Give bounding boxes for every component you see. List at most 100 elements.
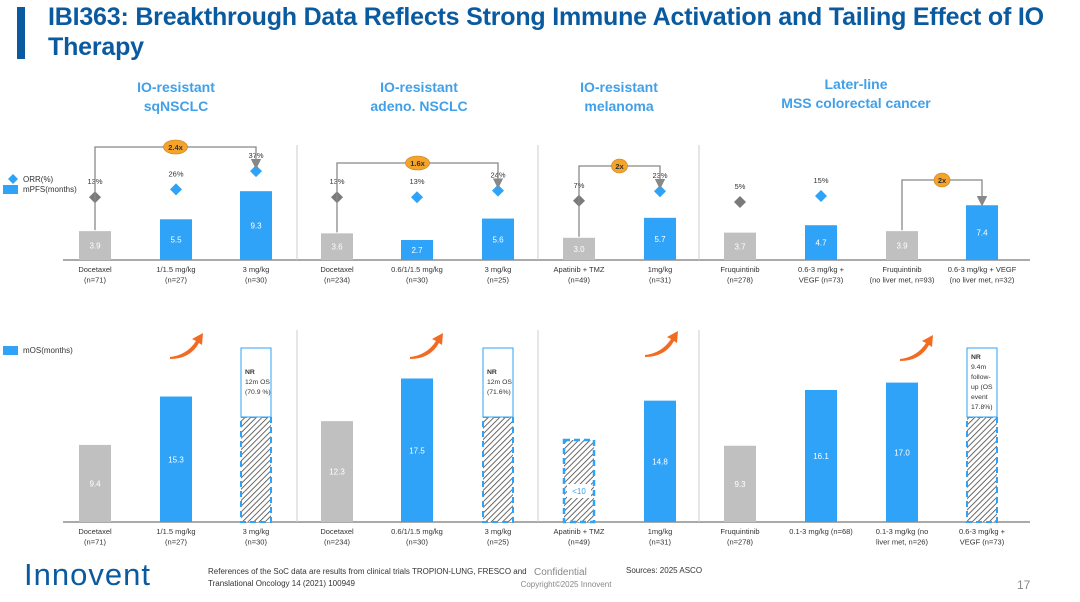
os-bar: [644, 400, 676, 522]
legend-mpfs-label: mPFS(months): [23, 185, 77, 194]
pfs-bar: [805, 225, 837, 260]
panel-title-line: IO-resistant: [137, 79, 215, 95]
category-label: Docetaxel: [78, 265, 112, 274]
pfs-bar: [482, 218, 514, 260]
os-bar: [79, 444, 111, 522]
pfs-value-label: 3.0: [573, 245, 585, 254]
orr-marker: [170, 183, 182, 196]
category-label: (n=30): [245, 276, 267, 285]
category-label: 3 mg/kg: [243, 265, 270, 274]
category-label: Apatinib + TMZ: [554, 265, 605, 274]
footer-confidential: Confidential: [534, 567, 587, 578]
pfs-value-label: 3.9: [896, 242, 908, 251]
os-nr-callout: [482, 347, 514, 418]
pfs-value-label: 9.3: [250, 222, 262, 231]
os-value-label: 17.0: [894, 448, 910, 457]
os-value-label: 12.3: [329, 468, 345, 477]
category-label: (n=27): [165, 276, 187, 285]
category-label: 0.6/1/1.5 mg/kg: [391, 265, 443, 274]
panel-title-line: IO-resistant: [380, 79, 458, 95]
orr-marker: [411, 191, 423, 204]
trend-arrow-icon: [645, 331, 678, 357]
os-value-label: 9.4: [89, 479, 101, 488]
pfs-value-label: 5.6: [492, 235, 504, 244]
orr-value-label: 26%: [168, 169, 183, 178]
fold-change-label: 1.6x: [410, 159, 425, 168]
category-label: (n=31): [649, 538, 671, 547]
os-bar: [321, 421, 353, 522]
os-value-label: 16.1: [813, 452, 829, 461]
os-nr-text: (70.9 %): [245, 389, 271, 396]
category-label: (n=71): [84, 538, 106, 547]
orr-marker: [250, 165, 262, 178]
category-label: 1/1.5 mg/kg: [156, 265, 195, 274]
pfs-bar: [401, 240, 433, 260]
pfs-bar: [886, 231, 918, 260]
panel-title-line: IO-resistant: [580, 79, 658, 95]
orr-marker: [654, 185, 666, 198]
legend-orr-marker: [8, 174, 18, 184]
os-value-bg: [567, 484, 591, 498]
pfs-bar: [240, 191, 272, 260]
pfs-value-label: 3.9: [89, 242, 101, 251]
legend-mos-swatch: [3, 346, 18, 355]
category-label: Fruquintinib: [720, 265, 759, 274]
orr-marker: [492, 184, 504, 197]
category-label: (no liver met, n=32): [950, 276, 1015, 285]
os-bar: [401, 378, 433, 522]
panel-title-line: sqNSCLC: [143, 98, 209, 114]
os-nr-text: 17.8%): [971, 404, 993, 411]
category-label: (n=71): [84, 276, 106, 285]
category-label: Fruquintinib: [882, 265, 921, 274]
panel-title-line: Later-line: [824, 76, 888, 92]
os-chart: Docetaxel (n=71) 9.4 1/1.5 mg/kg (n=27) 15.3 3…: [63, 330, 1030, 547]
pfs-chart: 3.9 Docetaxel (n=71) 5.5 1/1.5 mg/kg (n=27) 9.…: [63, 139, 1030, 285]
os-bar: [886, 382, 918, 522]
orr-marker: [815, 190, 827, 202]
footer-copyright: Copyright©2025 Innovent: [520, 580, 612, 589]
category-label: 1/1.5 mg/kg: [156, 527, 195, 536]
pfs-value-label: 3.6: [331, 243, 343, 252]
os-value-label: 15.3: [168, 455, 184, 464]
fold-change-badge: [163, 139, 188, 155]
category-label: 0.6-3 mg/kg + VEGF: [948, 265, 1017, 274]
orr-value-label: 15%: [813, 176, 828, 185]
pfs-bar: [160, 219, 192, 260]
trend-arrow-icon: [900, 335, 933, 361]
trend-arrow-icon: [410, 333, 443, 359]
panel-title-mss-crc: Later-line MSS colorectal cancer: [756, 75, 956, 113]
category-label: (no liver met, n=93): [870, 276, 935, 285]
pfs-bar: [966, 205, 998, 260]
category-label: Fruquintinib: [720, 527, 759, 536]
category-label: (n=31): [649, 276, 671, 285]
category-label: VEGF (n=73): [799, 276, 844, 285]
category-label: (n=49): [568, 276, 590, 285]
pfs-value-label: 5.7: [654, 235, 666, 244]
category-label: (n=278): [727, 538, 754, 547]
category-label: (n=234): [324, 276, 351, 285]
panel-title-sqnsclc: IO-resistant sqNSCLC: [106, 78, 246, 116]
category-label: (n=25): [487, 538, 509, 547]
os-bar-estimated: [562, 438, 596, 524]
fold-change-badge: [933, 172, 951, 188]
innovent-logo: Innovent: [24, 557, 151, 592]
category-label: (n=25): [487, 276, 509, 285]
footer-references: References of the SoC data are results f…: [208, 567, 527, 588]
pfs-value-label: 5.5: [170, 236, 182, 245]
category-label: 3 mg/kg: [243, 527, 270, 536]
os-nr-callout: [966, 347, 998, 418]
pfs-bar: [724, 232, 756, 260]
pfs-value-label: 2.7: [411, 246, 423, 255]
category-label: 1mg/kg: [648, 265, 673, 274]
os-bar-not-reached: [240, 416, 272, 523]
os-value-label: 14.8: [652, 457, 668, 466]
category-label: 1mg/kg: [648, 527, 673, 536]
os-nr-text: event: [971, 394, 988, 401]
os-bar: [160, 396, 192, 522]
legend: ORR(%)mPFS(months) mOS(months): [3, 174, 77, 355]
os-nr-text: 12m OS: [245, 379, 270, 386]
category-label: liver met, n=26): [876, 538, 928, 547]
panel-title-line: adeno. NSCLC: [370, 98, 468, 114]
category-label: Docetaxel: [320, 265, 354, 274]
os-value-label: 17.5: [409, 446, 425, 455]
